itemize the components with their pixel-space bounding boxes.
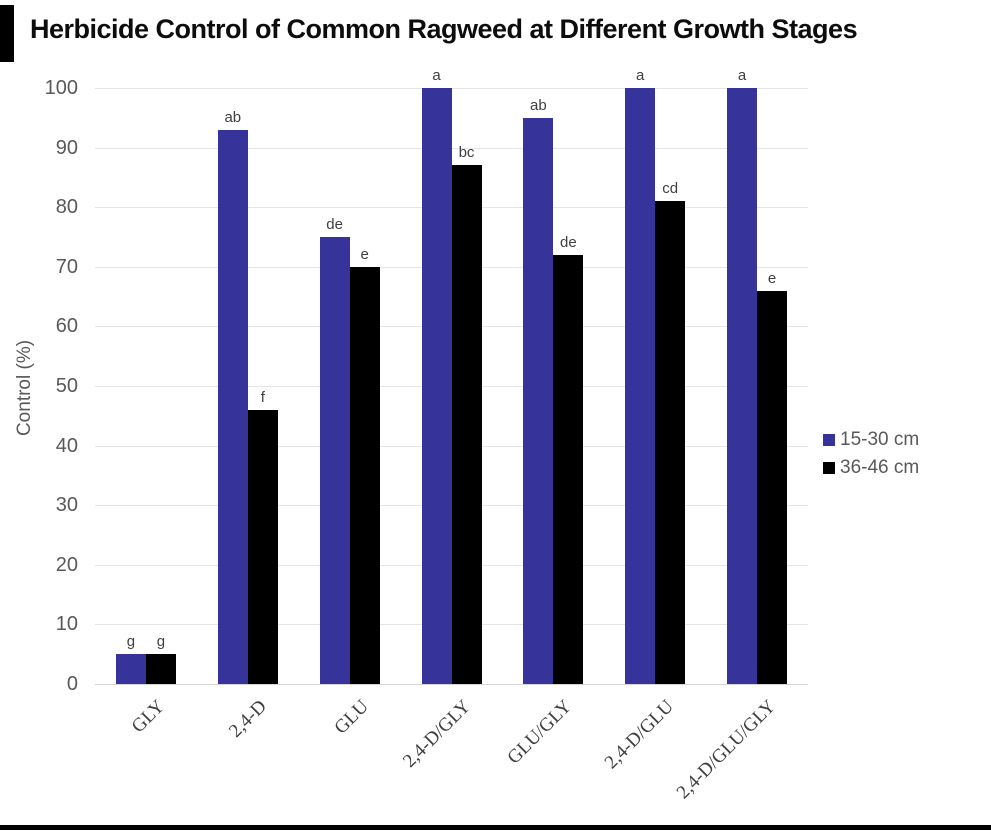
bar-letter-15-30-cm-2-4-d-glu-gly: a	[737, 67, 747, 84]
legend-swatch-15-30-cm	[823, 434, 835, 446]
bar-letter-15-30-cm-2-4-d-gly: a	[432, 67, 441, 84]
bar-letter-15-30-cm-2-4-d: ab	[224, 108, 242, 126]
y-tick-label-80: 80	[55, 196, 78, 219]
y-tick-label-0: 0	[66, 673, 78, 695]
legend-label-15-30-cm: 15-30 cm	[840, 429, 920, 450]
bar-15-30-cm-2-4-d	[217, 129, 248, 684]
bar-36-46-cm-2-4-d-glu-gly	[757, 290, 788, 684]
y-tick-label-10: 10	[55, 613, 78, 636]
bar-letter-15-30-cm-2-4-d-glu: a	[636, 67, 645, 84]
y-tick-label-50: 50	[55, 375, 78, 397]
legend-label-36-46-cm: 36-46 cm	[840, 457, 920, 478]
gridline-0	[95, 684, 808, 685]
bar-letter-15-30-cm-glu: de	[326, 216, 343, 233]
bar-letter-36-46-cm-2-4-d-gly: bc	[458, 144, 475, 162]
bottom-rule	[0, 825, 991, 830]
legend-swatch-36-46-cm	[823, 462, 835, 474]
y-tick-label-20: 20	[55, 553, 78, 576]
bar-36-46-cm-gly	[145, 654, 176, 684]
bar-15-30-cm-2-4-d-glu-gly	[727, 88, 758, 684]
y-tick-label-60: 60	[55, 315, 78, 338]
bar-letter-15-30-cm-gly: g	[126, 633, 136, 651]
bar-15-30-cm-2-4-d-gly	[421, 88, 452, 684]
bar-36-46-cm-2-4-d-gly	[451, 165, 482, 684]
bar-letter-36-46-cm-gly: g	[156, 633, 166, 651]
bar-36-46-cm-2-4-d	[247, 409, 278, 684]
legend-item-15-30-cm: 15-30 cm	[823, 429, 919, 451]
legend: 15-30 cm 36-46 cm	[823, 429, 919, 485]
bar-letter-36-46-cm-2-4-d-glu-gly: e	[767, 269, 777, 287]
y-tick-label-40: 40	[55, 434, 78, 457]
title-accent-bar	[0, 5, 14, 62]
gridline-90	[95, 147, 808, 149]
y-tick-label-70: 70	[55, 255, 78, 278]
bar-letter-36-46-cm-glu-gly: de	[560, 233, 577, 251]
legend-item-36-46-cm: 36-46 cm	[823, 457, 919, 479]
bar-15-30-cm-gly	[115, 654, 146, 684]
y-axis-title: Control (%)	[14, 339, 35, 437]
gridline-100	[95, 88, 808, 89]
y-tick-label-90: 90	[55, 136, 78, 159]
bar-letter-15-30-cm-glu-gly: ab	[530, 96, 547, 114]
bar-15-30-cm-2-4-d-glu	[625, 88, 656, 684]
bar-letter-36-46-cm-2-4-d: f	[260, 388, 265, 406]
y-tick-label-30: 30	[55, 494, 78, 517]
bar-36-46-cm-glu	[349, 266, 380, 684]
bar-36-46-cm-glu-gly	[553, 254, 584, 684]
bar-15-30-cm-glu	[319, 237, 350, 684]
bar-15-30-cm-glu-gly	[523, 117, 554, 684]
chart-title: Herbicide Control of Common Ragweed at D…	[30, 14, 858, 44]
bar-letter-36-46-cm-glu: e	[360, 245, 369, 263]
bar-letter-36-46-cm-2-4-d-glu: cd	[662, 180, 679, 198]
bar-36-46-cm-2-4-d-glu	[655, 201, 686, 684]
y-tick-label-100: 100	[44, 77, 78, 99]
